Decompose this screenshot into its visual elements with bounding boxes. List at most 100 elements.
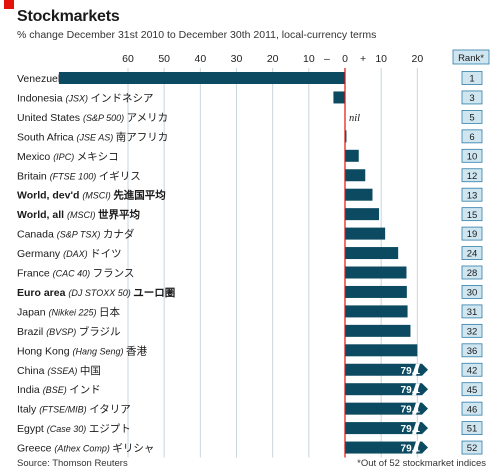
row-label: Mexico (IPC) メキシコ (17, 151, 119, 163)
index-name: (DJ STOXX 50) (68, 288, 133, 298)
bar-value-label: 79.1 (401, 444, 421, 455)
row-label: World, dev'd (MSCI) 先進国平均 (17, 189, 166, 202)
bar (345, 305, 408, 318)
rank-box (461, 285, 483, 299)
index-name: (MSCI) (82, 191, 113, 201)
x-tick-label: + (360, 53, 366, 65)
bar (345, 247, 399, 260)
rank-label: 6 (469, 132, 474, 143)
x-tick-label: 10 (375, 53, 387, 65)
index-name: (Hang Seng) (72, 346, 126, 356)
japanese-name: フランス (93, 268, 135, 280)
chart-subtitle: % change December 31st 2010 to December … (17, 29, 377, 41)
x-tick-label: – (324, 53, 330, 65)
x-tick-label: 60 (122, 53, 134, 65)
bar-break-mark (412, 402, 420, 415)
country-name: China (17, 365, 47, 377)
bar-arrow (422, 383, 428, 396)
japanese-name: ユーロ圏 (133, 287, 175, 299)
rank-label: 3 (469, 93, 474, 104)
row-label: Germany (DAX) ドイツ (17, 248, 122, 260)
bar (345, 208, 379, 221)
rank-box (461, 90, 483, 105)
bar-value-label: 79.1 (401, 405, 421, 416)
rank-label: 13 (467, 190, 478, 201)
x-tick-label: 30 (231, 53, 243, 65)
row-label: Brazil (BVSP) ブラジル (17, 325, 121, 338)
bar-break-mark (412, 363, 420, 376)
rank-box (461, 71, 483, 85)
rank-label: 30 (467, 288, 478, 299)
rank-box (461, 110, 483, 124)
japanese-name: イタリア (89, 404, 131, 416)
index-name: (SSEA) (47, 366, 80, 376)
japanese-name: カナダ (103, 228, 135, 241)
rank-label: 10 (467, 151, 478, 162)
rank-box (461, 226, 483, 241)
japanese-name: ドイツ (90, 248, 122, 260)
rank-box (461, 304, 483, 319)
rank-box (461, 440, 483, 455)
bar (345, 169, 366, 182)
rank-label: 51 (467, 424, 478, 435)
japanese-name: 先進国平均 (113, 189, 166, 202)
footnote: *Out of 52 stockmarket indices (357, 458, 486, 469)
rank-box (461, 129, 483, 144)
country-name: Hong Kong (17, 345, 72, 357)
japanese-name: ブラジル (79, 325, 121, 338)
country-name: Canada (17, 229, 57, 241)
japanese-name: 南アフリカ (116, 130, 169, 143)
row-label: Britain (FTSE 100) イギリス (17, 170, 141, 182)
rank-label: 32 (467, 326, 478, 337)
rank-box (461, 265, 483, 280)
bar-break-mark (412, 383, 420, 396)
rank-label: 12 (467, 171, 478, 182)
index-name: (MSCI) (67, 210, 98, 220)
rank-box (461, 148, 483, 163)
x-tick-label: 10 (303, 53, 315, 65)
bar (345, 422, 422, 435)
country-name: Indonesia (17, 92, 65, 104)
rank-label: 15 (467, 210, 478, 221)
index-name: (CAC 40) (53, 269, 93, 279)
bar (345, 130, 347, 143)
row-label: Italy (FTSE/MIB) イタリア (17, 404, 131, 416)
rank-label: 31 (467, 307, 478, 318)
rank-box (461, 343, 483, 358)
row-label: Japan (Nikkei 225) 日本 (17, 305, 121, 318)
bar-arrow (422, 422, 428, 435)
japanese-name: 中国 (80, 364, 101, 377)
country-name: South Africa (17, 131, 77, 143)
country-name: United States (17, 112, 83, 124)
japanese-name: インドネシア (90, 92, 153, 104)
index-name: (S&P TSX) (57, 230, 103, 240)
rank-box (461, 401, 483, 416)
bar-value-label: 79.1 (401, 424, 421, 435)
x-tick-label: 50 (158, 53, 170, 65)
row-label: Hong Kong (Hang Seng) 香港 (17, 345, 147, 357)
country-name: Egypt (17, 423, 47, 435)
row-label: China (SSEA) 中国 (17, 364, 101, 377)
index-name: (BSE) (43, 385, 70, 395)
japanese-name: イギリス (99, 170, 141, 182)
bar-arrow (422, 402, 428, 415)
bar (345, 441, 422, 454)
rank-label: 5 (469, 113, 474, 124)
row-label: India (BSE) インド (17, 384, 101, 396)
japanese-name: インド (69, 384, 101, 396)
row-label: Euro area (DJ STOXX 50) ユーロ圏 (17, 287, 175, 299)
country-name: India (17, 384, 43, 396)
bar (345, 363, 422, 376)
rank-box (461, 362, 483, 377)
country-name: Euro area (17, 287, 68, 299)
country-name: World, dev'd (17, 190, 82, 202)
source-note: Source: Thomson Reuters (17, 458, 128, 469)
x-tick-label: 20 (411, 53, 423, 65)
japanese-name: メキシコ (77, 151, 119, 163)
index-name: (FTSE/MIB) (39, 405, 89, 415)
bar-arrow (422, 363, 428, 376)
row-label: Indonesia (JSX) インドネシア (17, 92, 153, 104)
x-tick-label: 0 (342, 53, 348, 65)
x-tick-label: 20 (267, 53, 279, 65)
